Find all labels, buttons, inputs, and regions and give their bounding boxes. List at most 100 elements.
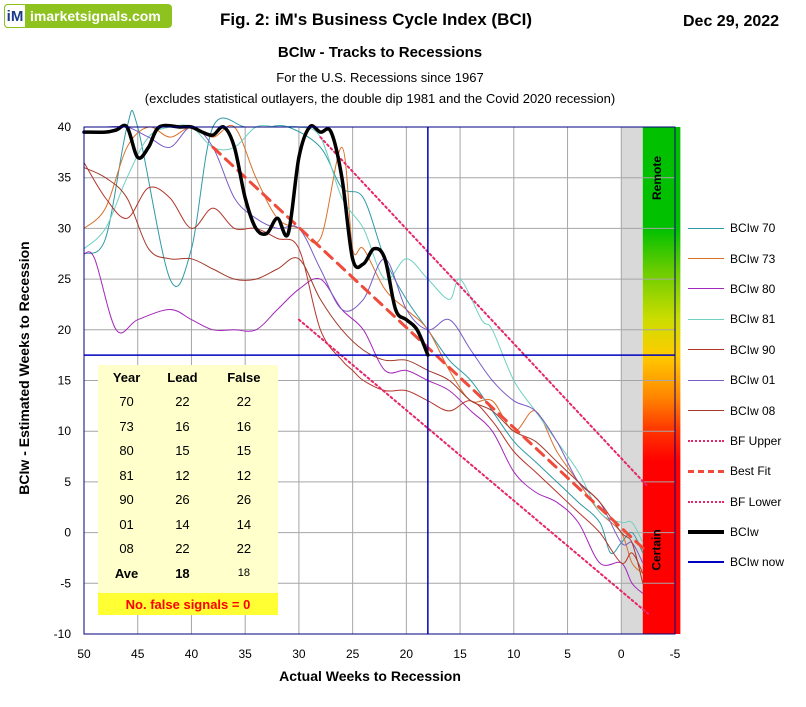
- legend-label: BCIw 01: [730, 373, 776, 388]
- x-tick-label: -5: [670, 647, 681, 661]
- x-axis-label: Actual Weeks to Recession: [279, 668, 461, 684]
- series-line-bciw-90: [83, 162, 644, 574]
- legend-swatch: [688, 254, 724, 264]
- legend-item: BCIw now: [688, 547, 800, 577]
- table-header-cell: Lead: [167, 369, 198, 385]
- table-average-row: Ave 18 18: [100, 561, 276, 586]
- legend-swatch-line: [688, 349, 724, 351]
- zone-remote-label: Remote: [650, 155, 665, 201]
- x-tick-label: 15: [453, 647, 467, 661]
- x-tick-label: 20: [400, 647, 414, 661]
- legend-item: BF Lower: [688, 487, 800, 517]
- x-tick-label: 35: [239, 647, 253, 661]
- legend-swatch: [688, 436, 724, 446]
- table-cell: 26: [236, 492, 252, 508]
- legend-item: Best Fit: [688, 456, 800, 486]
- table-row: 73 16 16: [100, 414, 276, 439]
- legend-label: BCIw 81: [730, 312, 776, 327]
- y-tick-label: 40: [58, 120, 72, 134]
- y-tick-label: 25: [58, 272, 72, 286]
- false-signals-note: No. false signals = 0: [98, 593, 278, 615]
- lead-table: Year Lead False 70 22 22 73 16 16 80 15 15 81 1…: [98, 365, 278, 615]
- legend-item: BCIw 01: [688, 365, 800, 395]
- logo-mark: iM: [4, 4, 26, 28]
- series-line-bf-lower: [297, 318, 650, 615]
- table-row: 81 12 12: [100, 463, 276, 488]
- legend-swatch: [688, 314, 724, 324]
- legend-label: BF Upper: [730, 433, 782, 448]
- x-tick-label: 0: [618, 647, 625, 661]
- x-tick-label: 25: [346, 647, 360, 661]
- legend-item: BF Upper: [688, 426, 800, 456]
- legend-label: BCIw 08: [730, 403, 776, 418]
- legend-swatch-line: [688, 227, 724, 229]
- y-tick-label: 5: [64, 475, 71, 489]
- table-cell: 22: [236, 541, 252, 557]
- x-tick-label: 5: [564, 647, 571, 661]
- table-cell: 01: [119, 516, 134, 532]
- legend-item: BCIw 73: [688, 243, 800, 273]
- table-cell: 22: [175, 394, 190, 410]
- y-tick-label: 30: [58, 221, 72, 235]
- series-line-bciw-73: [83, 124, 644, 574]
- table-cell: 26: [175, 492, 190, 508]
- legend-item: BCIw 70: [688, 213, 800, 243]
- legend-label: BCIw 70: [730, 221, 776, 236]
- legend-item: BCIw 08: [688, 395, 800, 425]
- y-tick-label: 15: [58, 374, 72, 388]
- series-line-bciw-01: [83, 125, 644, 564]
- legend: BCIw 70 BCIw 73 BCIw 80 BCIw 81 BCIw 90 BCIw …: [688, 213, 800, 578]
- chart-subtitle: BCIw - Tracks to Recessions: [277, 44, 483, 61]
- chart-date: Dec 29, 2022: [683, 13, 780, 30]
- x-tick-label: 50: [77, 647, 91, 661]
- table-cell: 73: [119, 418, 134, 434]
- legend-swatch: [688, 406, 724, 416]
- table-cell: 81: [119, 467, 134, 483]
- legend-swatch-line: [688, 288, 724, 290]
- series-line-best-fit: [211, 145, 650, 555]
- legend-label: BCIw: [730, 525, 759, 540]
- lead-table-grid: Year Lead False 70 22 22 73 16 16 80 15 15 81 1…: [100, 365, 276, 586]
- table-cell: 16: [175, 418, 190, 434]
- series-line-bciw: [82, 123, 430, 357]
- table-row: 80 15 15: [100, 439, 276, 464]
- table-header-row: Year Lead False: [100, 365, 276, 390]
- legend-swatch-line: [688, 530, 724, 535]
- logo-text: imarketsignals.com: [30, 8, 161, 24]
- y-tick-label: 10: [58, 424, 72, 438]
- table-header-cell: False: [227, 369, 261, 385]
- table-cell: 22: [236, 394, 252, 410]
- table-cell: 90: [119, 492, 134, 508]
- legend-label: BCIw 90: [730, 342, 776, 357]
- x-tick-label: 10: [507, 647, 521, 661]
- chart-note-line1: For the U.S. Recessions since 1967: [276, 70, 484, 85]
- table-cell: 16: [236, 418, 252, 434]
- legend-swatch: [688, 497, 724, 507]
- table-cell: 12: [175, 467, 190, 483]
- table-cell: Ave: [114, 565, 139, 581]
- legend-label: BCIw 73: [730, 251, 776, 266]
- legend-swatch: [688, 466, 724, 476]
- legend-swatch-line: [688, 318, 724, 320]
- table-cell: 18: [237, 567, 250, 580]
- table-row: 08 22 22: [100, 537, 276, 562]
- table-cell: 14: [175, 516, 190, 532]
- y-tick-label: 0: [64, 526, 71, 540]
- legend-item: BCIw: [688, 517, 800, 547]
- legend-swatch: [688, 375, 724, 385]
- x-tick-label: 30: [292, 647, 306, 661]
- table-cell: 80: [119, 443, 134, 459]
- legend-swatch-line: [688, 561, 724, 564]
- y-tick-label: 20: [58, 323, 72, 337]
- series-line-bciw-80: [83, 251, 644, 594]
- legend-label: Best Fit: [730, 464, 771, 479]
- table-row: 01 14 14: [100, 512, 276, 537]
- y-axis-label: BCIw - Estimated Weeks to Recession: [16, 241, 32, 495]
- x-tick-label: 45: [131, 647, 145, 661]
- legend-swatch-line: [688, 410, 724, 412]
- y-tick-label: -10: [54, 627, 72, 641]
- legend-item: BCIw 90: [688, 335, 800, 365]
- table-cell: 18: [175, 565, 190, 581]
- y-tick-label: 35: [58, 171, 72, 185]
